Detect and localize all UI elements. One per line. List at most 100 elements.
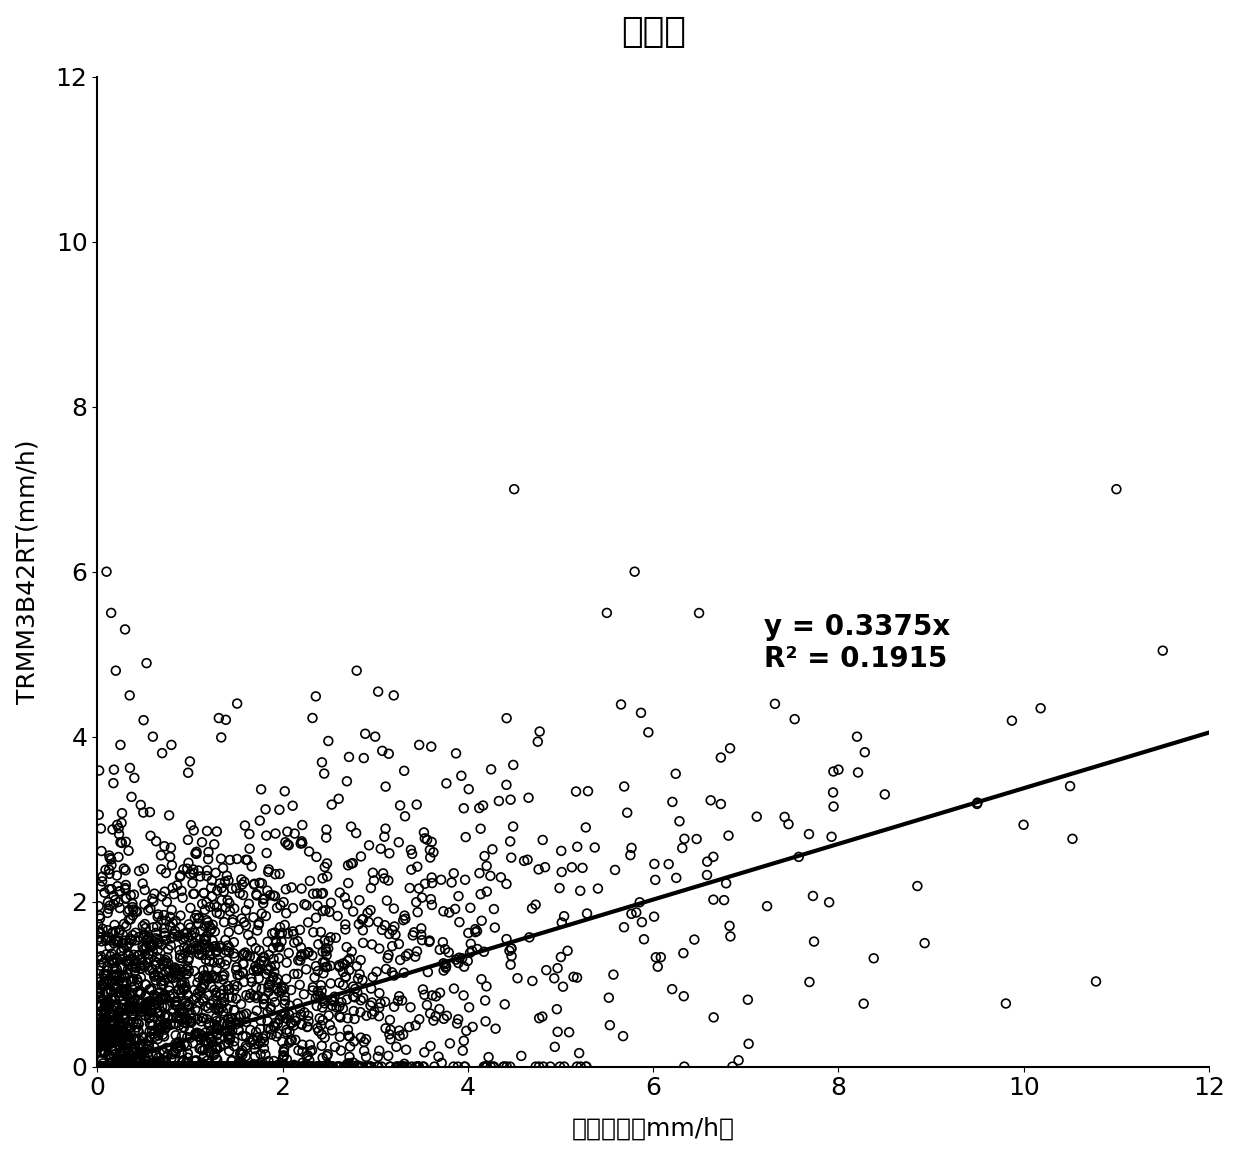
Point <box>123 1058 143 1076</box>
Point <box>222 1021 242 1039</box>
Point <box>205 835 224 853</box>
Point <box>213 968 233 986</box>
Point <box>143 727 162 746</box>
Point <box>381 1030 401 1048</box>
Point <box>264 949 284 968</box>
Point <box>403 926 423 944</box>
Point <box>93 1036 113 1054</box>
Point <box>131 969 151 987</box>
Point <box>164 1058 184 1076</box>
Point <box>174 1058 193 1076</box>
Point <box>238 1058 258 1076</box>
Point <box>119 1058 139 1076</box>
Point <box>109 1014 129 1032</box>
Point <box>303 709 322 727</box>
Point <box>321 894 341 912</box>
Point <box>187 1058 207 1076</box>
Point <box>107 966 126 985</box>
Point <box>165 993 185 1012</box>
Point <box>117 980 136 999</box>
Point <box>321 1058 341 1076</box>
Point <box>645 854 665 873</box>
Point <box>996 994 1016 1013</box>
Point <box>229 1058 249 1076</box>
Point <box>198 938 218 956</box>
Point <box>95 1058 115 1076</box>
Point <box>237 1005 257 1023</box>
Point <box>123 1007 143 1025</box>
Point <box>169 1058 188 1076</box>
Point <box>554 907 574 926</box>
Point <box>197 911 217 929</box>
Point <box>112 980 131 999</box>
Point <box>89 906 109 925</box>
Point <box>208 950 228 969</box>
Point <box>243 1058 263 1076</box>
Point <box>294 1058 314 1076</box>
Point <box>93 1012 113 1030</box>
Point <box>379 844 399 862</box>
Point <box>93 1023 113 1042</box>
Point <box>273 1032 293 1051</box>
Point <box>140 1058 160 1076</box>
Point <box>100 1058 120 1076</box>
Point <box>392 1058 412 1076</box>
Point <box>109 1058 129 1076</box>
Point <box>119 1058 139 1076</box>
Point <box>150 1013 170 1031</box>
Point <box>102 1058 122 1076</box>
Point <box>98 1058 118 1076</box>
Point <box>203 966 223 985</box>
Point <box>136 986 156 1005</box>
Point <box>118 1058 138 1076</box>
Point <box>154 1058 174 1076</box>
Point <box>368 912 388 931</box>
Point <box>136 998 156 1016</box>
Point <box>166 1058 186 1076</box>
Point <box>156 864 176 882</box>
Point <box>202 1033 222 1052</box>
Point <box>339 874 358 892</box>
Point <box>588 880 608 898</box>
Point <box>179 763 198 781</box>
Point <box>91 877 110 896</box>
Point <box>596 603 616 622</box>
Point <box>99 880 119 898</box>
Point <box>208 1021 228 1039</box>
Point <box>573 859 593 877</box>
Point <box>267 973 286 992</box>
Point <box>143 1058 162 1076</box>
Point <box>145 1038 165 1057</box>
Point <box>822 828 842 846</box>
Point <box>219 1027 239 1045</box>
Point <box>435 955 455 973</box>
Point <box>150 1058 170 1076</box>
Point <box>213 1002 233 1021</box>
Point <box>103 958 123 977</box>
Point <box>128 947 148 965</box>
Point <box>98 1058 118 1076</box>
Point <box>133 874 153 892</box>
Point <box>317 854 337 873</box>
Point <box>600 1016 620 1035</box>
Point <box>223 1058 243 1076</box>
Point <box>170 1058 190 1076</box>
Point <box>97 1058 117 1076</box>
Point <box>346 824 366 843</box>
Point <box>336 968 356 986</box>
Point <box>202 1058 222 1076</box>
Point <box>267 932 286 950</box>
Point <box>308 962 327 980</box>
Point <box>136 994 156 1013</box>
Point <box>120 1058 140 1076</box>
Point <box>486 1020 506 1038</box>
Point <box>149 1058 169 1076</box>
Point <box>226 961 246 979</box>
Point <box>170 1058 190 1076</box>
Point <box>279 1006 299 1024</box>
Point <box>139 927 159 946</box>
Point <box>113 1058 133 1076</box>
Point <box>115 1023 135 1042</box>
Point <box>212 879 232 897</box>
Point <box>117 1058 136 1076</box>
